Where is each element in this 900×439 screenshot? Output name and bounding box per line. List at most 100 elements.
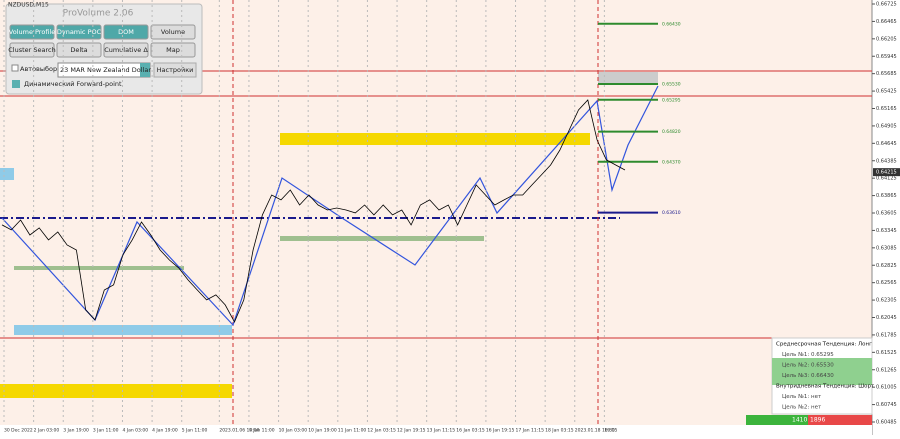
settings-text: Настройки xyxy=(157,66,194,74)
forward-point-label[interactable]: Динамический Forward-point xyxy=(24,80,122,88)
forward-point-icon[interactable] xyxy=(12,80,20,88)
panel-button[interactable] xyxy=(150,42,196,58)
y-tick-label: 0.63865 xyxy=(876,193,897,199)
target-level-label: 0.63610 xyxy=(662,210,681,216)
panel-button[interactable] xyxy=(103,42,149,58)
y-tick-label: 0.64125 xyxy=(876,176,897,182)
info-line: Цель №3: 0.66430 xyxy=(782,373,834,379)
info-line: Цель №1: 0.65295 xyxy=(782,352,834,358)
x-tick-label: 2023.01.18 16:30 xyxy=(575,428,615,434)
panel-button-label: Map xyxy=(166,46,180,54)
y-tick-label: 0.63085 xyxy=(876,245,897,251)
volume-bar-left xyxy=(746,415,808,425)
time-axis xyxy=(0,425,872,435)
volume-left: 1410 xyxy=(792,417,807,424)
info-line: Среднесрочная Тенденция: Лонг xyxy=(776,342,872,348)
x-tick-label: 3 Jan 11:00 xyxy=(93,428,119,434)
panel-button-label: Cumulative Δ xyxy=(104,46,148,54)
y-tick-label: 0.61785 xyxy=(876,332,897,338)
button-group: Volume Profile Dynamic POC DOM Volume Cluste… xyxy=(8,24,196,58)
y-tick-label: 0.66725 xyxy=(876,2,897,8)
target-level-label: 0.66430 xyxy=(662,21,681,27)
y-tick-label: 0.63345 xyxy=(876,228,897,234)
target-level-label: 0.64370 xyxy=(662,159,681,165)
y-tick-label: 0.66205 xyxy=(876,36,897,42)
current-price-box xyxy=(873,168,900,177)
y-tick-label: 0.65685 xyxy=(876,71,897,77)
zone xyxy=(280,236,484,241)
panel-button[interactable] xyxy=(9,24,55,40)
y-tick-label: 0.61525 xyxy=(876,350,897,356)
x-tick-label: 16 Jan 03:15 xyxy=(456,428,485,434)
y-tick-label: 0.60745 xyxy=(876,402,897,408)
panel-button-label: Volume Profile xyxy=(9,28,55,36)
price-line xyxy=(1,99,626,323)
y-tick-label: 0.62045 xyxy=(876,315,897,321)
panel-title: ProVolume 2.06 xyxy=(63,9,134,19)
y-tick-label: 0.63605 xyxy=(876,211,897,217)
autoselect-label[interactable]: Автовыбор xyxy=(20,65,57,73)
y-tick-label: 0.64645 xyxy=(876,141,897,147)
panel-button[interactable] xyxy=(103,24,149,40)
zone xyxy=(14,325,232,335)
y-tick-label: 0.61265 xyxy=(876,367,897,373)
info-line: Цель №2: 0.65530 xyxy=(782,363,834,369)
x-tick-label: 19:15 xyxy=(604,428,617,434)
panel-button-label: Delta xyxy=(70,46,87,54)
x-tick-label: 16 Jan 19:15 xyxy=(486,428,515,434)
symbol-label: NZDUSD,M15 xyxy=(8,2,49,9)
panel-button[interactable] xyxy=(150,24,196,40)
panel-button-label: Volume xyxy=(161,28,185,36)
x-tick-label: 18 Jan 03:15 xyxy=(545,428,574,434)
y-tick-label: 0.66465 xyxy=(876,19,897,25)
panel-button-label: Dynamic POC xyxy=(57,28,102,36)
y-tick-label: 0.62305 xyxy=(876,298,897,304)
x-tick-label: 2 Jan 03:00 xyxy=(34,428,60,434)
x-tick-label: 17 Jan 11:15 xyxy=(516,428,545,434)
y-tick-label: 0.61005 xyxy=(876,385,897,391)
target-level-label: 0.65530 xyxy=(662,82,681,88)
info-line: Цель №1: нет xyxy=(782,394,822,400)
target-level-label: 0.64820 xyxy=(662,129,681,135)
zigzag xyxy=(1,85,659,327)
y-tick-label: 0.64385 xyxy=(876,158,897,164)
x-tick-label: 3 Jan 19:00 xyxy=(63,428,89,434)
y-tick-label: 0.60485 xyxy=(876,420,897,426)
zone xyxy=(0,168,14,180)
x-tick-label: 30 Dec 2022 xyxy=(4,428,33,434)
x-tick-label: 10 Jan 03:00 xyxy=(279,428,308,434)
settings-button[interactable] xyxy=(153,62,197,78)
zone xyxy=(0,384,232,398)
panel-button[interactable] xyxy=(56,24,102,40)
dropdown-arrow[interactable] xyxy=(140,63,150,77)
panel-button[interactable] xyxy=(9,42,55,58)
y-tick-label: 0.64905 xyxy=(876,123,897,129)
x-tick-label: 12 Jan 19:15 xyxy=(397,428,426,434)
y-tick-label: 0.65425 xyxy=(876,89,897,95)
info-highlight xyxy=(772,358,872,385)
current-price-label: 0.64215 xyxy=(876,170,897,176)
zone xyxy=(14,266,184,270)
zone xyxy=(598,72,658,84)
x-tick-label: 9 Jan 11:00 xyxy=(249,428,275,434)
info-line: Цель №2: нет xyxy=(782,405,822,411)
y-tick-label: 0.62565 xyxy=(876,280,897,286)
panel-button-label: DOM xyxy=(118,28,134,36)
info-line: Внутридневная Тенденция: Шорт xyxy=(776,384,875,390)
volume-right: 1896 xyxy=(810,417,825,424)
checkbox[interactable] xyxy=(11,64,19,72)
y-tick-label: 0.65165 xyxy=(876,106,897,112)
y-tick-label: 0.62825 xyxy=(876,263,897,269)
x-tick-label: 10 Jan 19:00 xyxy=(308,428,337,434)
price-axis xyxy=(872,0,900,435)
instrument-text: 23 MAR New Zealand Dollar xyxy=(60,66,151,74)
panel-button[interactable] xyxy=(56,42,102,58)
target-level-label: 0.65295 xyxy=(662,97,681,103)
x-tick-label: 2023.01.06 14:00 xyxy=(219,428,259,434)
x-tick-label: 12 Jan 03:15 xyxy=(367,428,396,434)
zone xyxy=(280,133,590,145)
panel-button-label: Cluster Search xyxy=(8,46,55,54)
x-tick-label: 11 Jan 11:00 xyxy=(338,428,367,434)
